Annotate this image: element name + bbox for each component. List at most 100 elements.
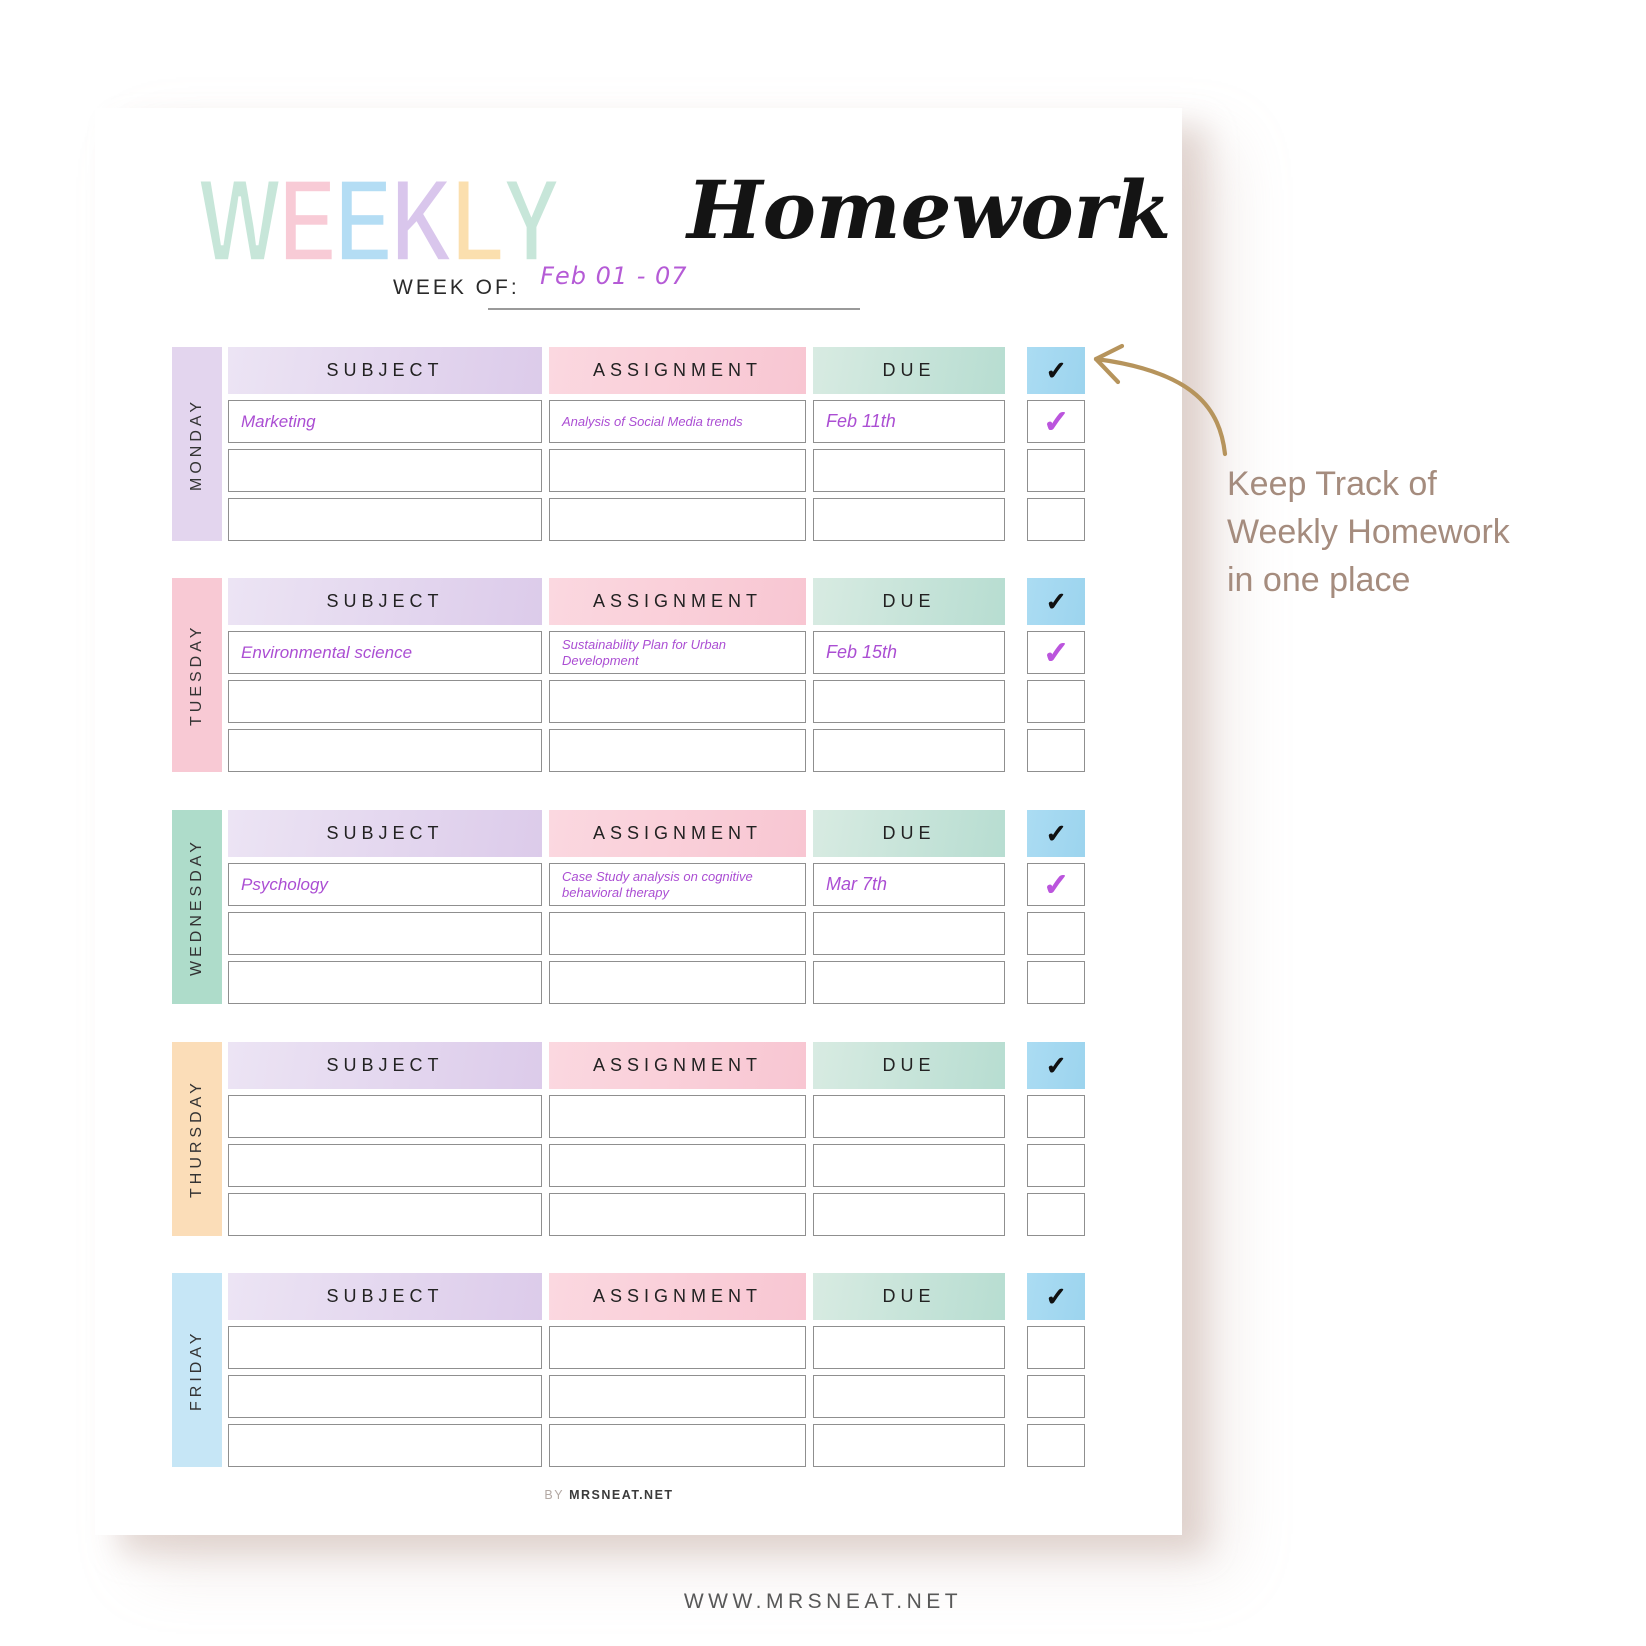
due-cell[interactable]	[813, 729, 1005, 772]
subject-cell[interactable]	[228, 680, 542, 723]
done-checkbox[interactable]	[1027, 961, 1085, 1004]
due-cell[interactable]	[813, 912, 1005, 955]
subject-cell[interactable]	[228, 1375, 542, 1418]
column-header-assignment: ASSIGNMENT	[549, 810, 806, 857]
due-cell[interactable]	[813, 1193, 1005, 1236]
due-cell[interactable]	[813, 449, 1005, 492]
subject-cell[interactable]	[228, 1424, 542, 1467]
done-checkbox[interactable]: ✓	[1027, 400, 1085, 443]
byline: BY MRSNEAT.NET	[95, 1488, 1123, 1502]
assignment-cell[interactable]	[549, 1424, 806, 1467]
subject-cell[interactable]: Marketing	[228, 400, 542, 443]
subject-cell[interactable]	[228, 1095, 542, 1138]
page-title-weekly: WEEKLY	[198, 155, 562, 287]
done-checkbox[interactable]	[1027, 1326, 1085, 1369]
subject-cell[interactable]	[228, 961, 542, 1004]
column-header-due: DUE	[813, 347, 1005, 394]
assignment-cell[interactable]	[549, 1095, 806, 1138]
assignment-cell[interactable]: Case Study analysis on cognitive behavio…	[549, 863, 806, 906]
subject-cell[interactable]	[228, 1144, 542, 1187]
day-label: FRIDAY	[188, 1329, 205, 1411]
subject-cell[interactable]	[228, 498, 542, 541]
assignment-cell[interactable]	[549, 1144, 806, 1187]
column-header-checkmark-icon: ✓	[1027, 347, 1085, 394]
homework-table-wednesday: SUBJECT ASSIGNMENT DUE ✓ Psychology Case…	[228, 810, 1085, 1004]
day-section-friday: FRIDAY SUBJECT ASSIGNMENT DUE ✓	[95, 1273, 1095, 1467]
week-of-underline	[488, 308, 860, 310]
assignment-cell[interactable]	[549, 729, 806, 772]
week-of: WEEK OF: Feb 01 - 07	[393, 264, 688, 300]
byline-site: MRSNEAT.NET	[569, 1488, 674, 1502]
column-header-due: DUE	[813, 810, 1005, 857]
subject-cell[interactable]: Psychology	[228, 863, 542, 906]
annotation-text: Keep Track of Weekly Homework in one pla…	[1227, 460, 1510, 604]
day-label: TUESDAY	[188, 623, 205, 727]
column-header-subject: SUBJECT	[228, 347, 542, 394]
due-cell[interactable]	[813, 680, 1005, 723]
due-cell[interactable]	[813, 1144, 1005, 1187]
column-header-assignment: ASSIGNMENT	[549, 1042, 806, 1089]
due-cell[interactable]: Feb 11th	[813, 400, 1005, 443]
done-checkbox[interactable]	[1027, 729, 1085, 772]
subject-cell[interactable]	[228, 449, 542, 492]
done-checkbox[interactable]	[1027, 1424, 1085, 1467]
subject-cell[interactable]	[228, 729, 542, 772]
due-cell[interactable]: Mar 7th	[813, 863, 1005, 906]
title-letter: K	[390, 155, 455, 287]
day-label: WEDNESDAY	[188, 838, 205, 976]
column-header-subject: SUBJECT	[228, 1042, 542, 1089]
done-checkbox[interactable]	[1027, 1144, 1085, 1187]
subject-cell[interactable]	[228, 1326, 542, 1369]
column-header-subject: SUBJECT	[228, 1273, 542, 1320]
day-tab-tuesday: TUESDAY	[172, 578, 222, 772]
column-header-due: DUE	[813, 1273, 1005, 1320]
due-cell[interactable]: Feb 15th	[813, 631, 1005, 674]
column-header-subject: SUBJECT	[228, 578, 542, 625]
assignment-cell[interactable]	[549, 961, 806, 1004]
column-header-assignment: ASSIGNMENT	[549, 347, 806, 394]
homework-table-friday: SUBJECT ASSIGNMENT DUE ✓	[228, 1273, 1085, 1467]
byline-prefix: BY	[544, 1488, 565, 1502]
column-header-checkmark-icon: ✓	[1027, 1042, 1085, 1089]
assignment-cell[interactable]: Sustainability Plan for Urban Developmen…	[549, 631, 806, 674]
assignment-cell[interactable]	[549, 680, 806, 723]
subject-cell[interactable]: Environmental science	[228, 631, 542, 674]
assignment-cell[interactable]	[549, 498, 806, 541]
due-cell[interactable]	[813, 1095, 1005, 1138]
done-checkbox[interactable]	[1027, 449, 1085, 492]
done-checkbox[interactable]	[1027, 912, 1085, 955]
assignment-cell[interactable]	[549, 449, 806, 492]
week-of-value[interactable]: Feb 01 - 07	[540, 262, 688, 290]
done-checkbox[interactable]: ✓	[1027, 631, 1085, 674]
footer-website: WWW.MRSNEAT.NET	[683, 1590, 963, 1613]
due-cell[interactable]	[813, 1375, 1005, 1418]
done-checkbox[interactable]	[1027, 1193, 1085, 1236]
assignment-cell[interactable]	[549, 1375, 806, 1418]
homework-table-thursday: SUBJECT ASSIGNMENT DUE ✓	[228, 1042, 1085, 1236]
column-header-checkmark-icon: ✓	[1027, 578, 1085, 625]
day-section-tuesday: TUESDAY SUBJECT ASSIGNMENT DUE ✓ Environ…	[95, 578, 1095, 772]
assignment-cell[interactable]	[549, 912, 806, 955]
done-checkbox[interactable]	[1027, 1375, 1085, 1418]
due-cell[interactable]	[813, 961, 1005, 1004]
day-section-wednesday: WEDNESDAY SUBJECT ASSIGNMENT DUE ✓ Psych…	[95, 810, 1095, 1004]
assignment-cell[interactable]	[549, 1193, 806, 1236]
due-cell[interactable]	[813, 1424, 1005, 1467]
assignment-cell[interactable]	[549, 1326, 806, 1369]
done-checkbox[interactable]	[1027, 680, 1085, 723]
day-label: THURSDAY	[188, 1079, 205, 1199]
done-checkbox[interactable]: ✓	[1027, 863, 1085, 906]
assignment-cell[interactable]: Analysis of Social Media trends	[549, 400, 806, 443]
annotation-line: Keep Track of	[1227, 465, 1437, 503]
annotation-line: in one place	[1227, 561, 1411, 599]
done-checkbox[interactable]	[1027, 1095, 1085, 1138]
due-cell[interactable]	[813, 498, 1005, 541]
due-cell[interactable]	[813, 1326, 1005, 1369]
subject-cell[interactable]	[228, 912, 542, 955]
hand-drawn-arrow-icon	[1082, 340, 1238, 466]
column-header-checkmark-icon: ✓	[1027, 1273, 1085, 1320]
done-checkbox[interactable]	[1027, 498, 1085, 541]
subject-cell[interactable]	[228, 1193, 542, 1236]
column-header-assignment: ASSIGNMENT	[549, 578, 806, 625]
